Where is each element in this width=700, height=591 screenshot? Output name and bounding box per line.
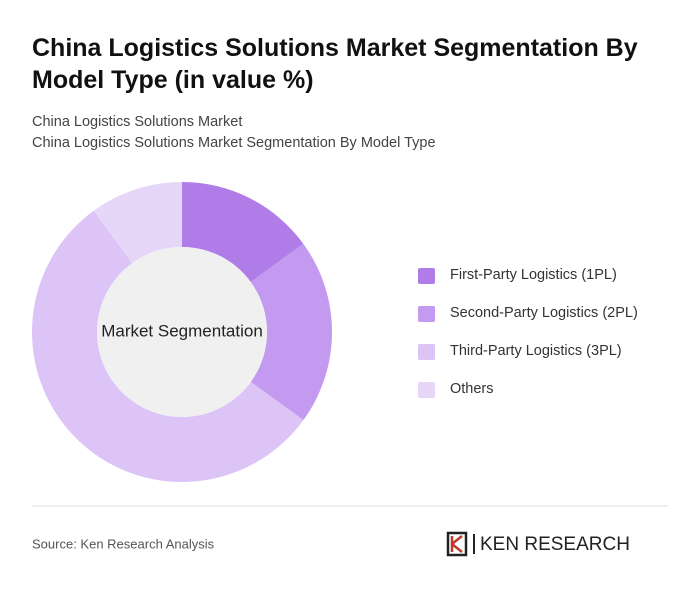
chart-title: China Logistics Solutions Market Segment… bbox=[32, 34, 638, 94]
center-label: Market Segmentation bbox=[101, 321, 263, 340]
legend-label: Second-Party Logistics (2PL) bbox=[450, 305, 638, 321]
donut-segment bbox=[31, 210, 304, 482]
subtitle: China Logistics Solutions Market bbox=[32, 114, 243, 130]
legend-label: First-Party Logistics (1PL) bbox=[450, 267, 617, 283]
logo-icon bbox=[446, 531, 468, 557]
logo-icon bbox=[450, 535, 463, 553]
source: Source: Ken Research Analysis bbox=[32, 536, 215, 551]
donut-segment bbox=[93, 182, 182, 264]
logo: KEN RESEARCH bbox=[446, 531, 630, 557]
donut-segment bbox=[182, 182, 304, 283]
legend-label: Third-Party Logistics (3PL) bbox=[450, 343, 622, 359]
subtitle: China Logistics Solutions Market Segment… bbox=[32, 135, 436, 151]
legend-swatch bbox=[418, 344, 435, 360]
brand: KEN RESEARCH bbox=[480, 534, 630, 555]
legend-label: Others bbox=[450, 381, 494, 397]
legend-swatch bbox=[418, 306, 435, 322]
donut-segment bbox=[250, 243, 332, 421]
legend-swatch bbox=[418, 382, 435, 398]
donut-hole bbox=[97, 247, 267, 417]
legend-swatch bbox=[418, 268, 435, 284]
